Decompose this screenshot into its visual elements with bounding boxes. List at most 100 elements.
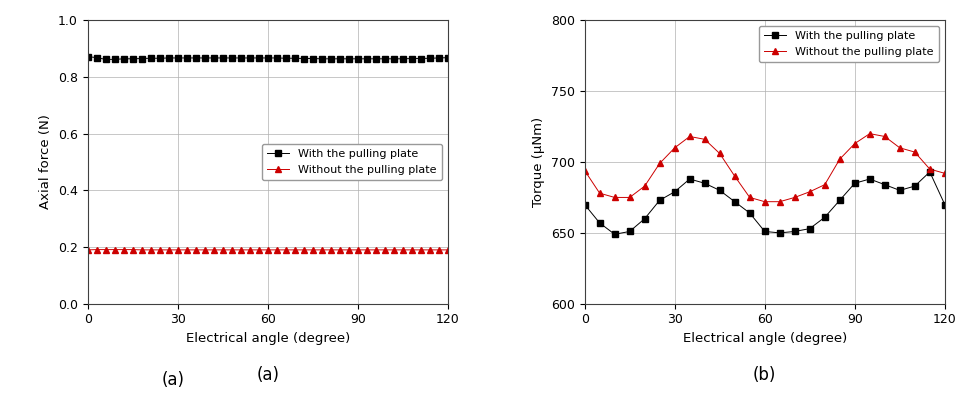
With the pulling plate	[325, 56, 337, 61]
With the pulling plate	[289, 56, 301, 61]
With the pulling plate	[579, 202, 590, 207]
Without the pulling plate	[181, 247, 193, 252]
With the pulling plate	[759, 229, 770, 234]
With the pulling plate	[135, 56, 147, 61]
Without the pulling plate	[579, 168, 590, 173]
With the pulling plate	[226, 55, 238, 60]
Text: (a): (a)	[256, 366, 280, 384]
With the pulling plate	[939, 202, 951, 207]
Y-axis label: Torque (μNm): Torque (μNm)	[533, 117, 545, 207]
With the pulling plate	[361, 56, 373, 61]
With the pulling plate	[91, 55, 102, 60]
Without the pulling plate	[99, 247, 111, 252]
Without the pulling plate	[609, 195, 620, 200]
With the pulling plate	[127, 56, 138, 61]
Without the pulling plate	[262, 247, 274, 252]
With the pulling plate	[280, 56, 291, 61]
With the pulling plate	[609, 232, 620, 237]
Without the pulling plate	[171, 247, 183, 252]
With the pulling plate	[271, 55, 282, 60]
Without the pulling plate	[235, 247, 246, 252]
Without the pulling plate	[154, 247, 166, 252]
Without the pulling plate	[774, 199, 786, 204]
With the pulling plate	[729, 199, 740, 204]
With the pulling plate	[834, 198, 845, 203]
Text: (b): (b)	[753, 366, 776, 384]
With the pulling plate	[154, 56, 166, 61]
Without the pulling plate	[684, 134, 695, 139]
With the pulling plate	[199, 55, 210, 60]
Without the pulling plate	[298, 247, 310, 252]
With the pulling plate	[744, 211, 756, 215]
Without the pulling plate	[639, 183, 651, 188]
With the pulling plate	[864, 177, 876, 181]
With the pulling plate	[849, 181, 861, 186]
Without the pulling plate	[924, 167, 936, 172]
With the pulling plate	[924, 170, 936, 175]
Without the pulling plate	[759, 199, 770, 204]
With the pulling plate	[774, 230, 786, 235]
Legend: With the pulling plate, Without the pulling plate: With the pulling plate, Without the pull…	[261, 144, 442, 180]
Without the pulling plate	[316, 247, 327, 252]
With the pulling plate	[406, 56, 418, 61]
Without the pulling plate	[834, 157, 845, 162]
With the pulling plate	[654, 198, 665, 203]
With the pulling plate	[190, 55, 202, 60]
Without the pulling plate	[127, 247, 138, 252]
Without the pulling plate	[307, 247, 318, 252]
Without the pulling plate	[244, 247, 255, 252]
With the pulling plate	[163, 55, 174, 60]
Without the pulling plate	[939, 171, 951, 176]
With the pulling plate	[789, 229, 801, 234]
Without the pulling plate	[819, 182, 831, 187]
Without the pulling plate	[415, 247, 427, 252]
With the pulling plate	[145, 56, 157, 61]
Without the pulling plate	[406, 247, 418, 252]
With the pulling plate	[109, 57, 121, 62]
Without the pulling plate	[280, 247, 291, 252]
With the pulling plate	[804, 226, 815, 231]
With the pulling plate	[352, 56, 363, 61]
Without the pulling plate	[879, 134, 890, 139]
Without the pulling plate	[894, 145, 906, 150]
With the pulling plate	[343, 56, 355, 61]
Without the pulling plate	[397, 247, 409, 252]
Without the pulling plate	[370, 247, 382, 252]
Line: Without the pulling plate: Without the pulling plate	[85, 247, 451, 253]
Without the pulling plate	[744, 195, 756, 200]
Without the pulling plate	[226, 247, 238, 252]
Line: With the pulling plate: With the pulling plate	[581, 169, 948, 237]
Without the pulling plate	[789, 195, 801, 200]
Without the pulling plate	[654, 161, 665, 166]
With the pulling plate	[370, 56, 382, 61]
Without the pulling plate	[361, 247, 373, 252]
With the pulling plate	[415, 56, 427, 61]
Without the pulling plate	[379, 247, 391, 252]
Without the pulling plate	[864, 131, 876, 136]
With the pulling plate	[262, 55, 274, 60]
With the pulling plate	[82, 54, 94, 59]
Without the pulling plate	[135, 247, 147, 252]
With the pulling plate	[388, 56, 399, 61]
Without the pulling plate	[442, 247, 454, 252]
Without the pulling plate	[352, 247, 363, 252]
X-axis label: Electrical angle (degree): Electrical angle (degree)	[186, 332, 350, 345]
With the pulling plate	[699, 181, 711, 186]
Without the pulling plate	[271, 247, 282, 252]
With the pulling plate	[879, 182, 890, 187]
Without the pulling plate	[145, 247, 157, 252]
Without the pulling plate	[849, 141, 861, 146]
With the pulling plate	[334, 56, 346, 61]
With the pulling plate	[594, 220, 606, 225]
With the pulling plate	[424, 56, 435, 61]
With the pulling plate	[99, 57, 111, 62]
Without the pulling plate	[82, 247, 94, 252]
Without the pulling plate	[118, 247, 130, 252]
With the pulling plate	[379, 56, 391, 61]
With the pulling plate	[207, 55, 219, 60]
With the pulling plate	[442, 55, 454, 60]
Without the pulling plate	[594, 191, 606, 196]
Without the pulling plate	[190, 247, 202, 252]
Without the pulling plate	[217, 247, 229, 252]
Without the pulling plate	[199, 247, 210, 252]
